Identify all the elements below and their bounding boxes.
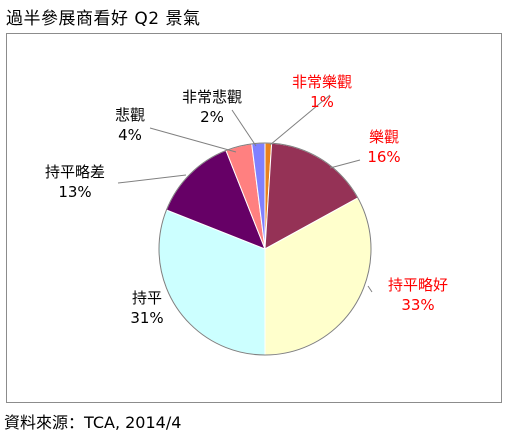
slice-percent-3: 31%	[130, 309, 163, 327]
slice-label-3: 持平	[132, 289, 162, 307]
slice-percent-4: 13%	[58, 183, 91, 201]
chart-title: 過半參展商看好 Q2 景氣	[6, 9, 201, 29]
slice-percent-2: 33%	[401, 296, 434, 314]
leader-line-1	[329, 159, 361, 169]
slice-label-1: 樂觀	[369, 128, 399, 146]
slice-label-2: 持平略好	[388, 276, 448, 294]
leader-line-5	[149, 127, 237, 153]
slice-percent-5: 4%	[118, 126, 142, 144]
slice-label-5: 悲觀	[115, 106, 145, 124]
leader-line-4	[117, 174, 187, 184]
slice-percent-1: 16%	[367, 148, 400, 166]
slice-label-0: 非常樂觀	[292, 73, 352, 91]
leader-line-0	[269, 94, 331, 146]
slice-label-6: 非常悲觀	[182, 88, 242, 106]
pie-outline	[158, 142, 372, 356]
source-note: 資料來源：TCA, 2014/4	[4, 413, 182, 432]
slice-percent-0: 1%	[310, 93, 334, 111]
slice-label-4: 持平略差	[45, 163, 105, 181]
leader-line-2	[367, 285, 373, 293]
leader-line-6	[231, 109, 257, 147]
slice-percent-6: 2%	[200, 108, 224, 126]
